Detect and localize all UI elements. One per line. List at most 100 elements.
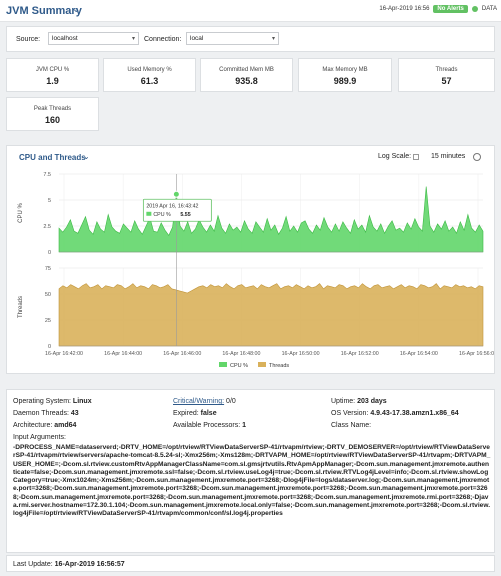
x-tick-label: 16-Apr 16:46:00 <box>163 351 201 357</box>
class-name-row: Class Name: <box>331 422 371 429</box>
kpi-value: 160 <box>44 115 61 125</box>
last-update-value: 16-Apr-2019 16:56:57 <box>54 561 125 568</box>
y-tick-label: 50 <box>45 292 51 298</box>
uptime-label: Uptime: <box>331 398 356 405</box>
kpi-label: Max Memory MB <box>322 67 368 73</box>
y-tick-label: 2.5 <box>43 224 51 230</box>
kpi-committed-memory[interactable]: Committed Mem MB 935.8 <box>200 58 293 92</box>
y-axis-label: CPU % <box>18 203 24 223</box>
kpi-label: JVM CPU % <box>35 67 70 73</box>
y-axis-label: Threads <box>18 296 24 318</box>
uptime-value: 203 days <box>357 398 387 405</box>
connection-label: Connection: <box>144 36 182 43</box>
kpi-label: Committed Mem MB <box>219 67 274 73</box>
tooltip-series: CPU % <box>153 212 171 218</box>
os-version-value: 4.9.43-17.38.amzn1.x86_64 <box>370 410 459 417</box>
critical-warning-link[interactable]: Critical/Warning: <box>173 398 225 405</box>
alert-badge[interactable]: No Alerts <box>433 5 468 13</box>
kpi-used-memory[interactable]: Used Memory % 61.3 <box>103 58 196 92</box>
arch-value: amd64 <box>54 422 77 429</box>
arch-label: Architecture: <box>13 422 53 429</box>
caret-down-icon: ▾ <box>271 36 275 42</box>
connection-select[interactable]: local ▾ <box>186 32 279 45</box>
warning-row: Critical/Warning: 0/0 <box>173 398 236 405</box>
filter-panel: Source: localhost ▾ Connection: local ▾ <box>6 26 495 52</box>
caret-down-icon: ▾ <box>131 36 135 42</box>
class-name-label: Class Name: <box>331 422 372 429</box>
kpi-peak-threads[interactable]: Peak Threads 160 <box>6 97 99 131</box>
page-title: JVM Summary <box>6 5 82 17</box>
last-update-label: Last Update: <box>13 561 53 568</box>
tooltip-time: 2019 Apr 16, 16:43:42 <box>146 203 198 209</box>
uptime-row: Uptime: 203 days <box>331 398 387 405</box>
legend-swatch <box>219 362 227 367</box>
log-scale-label: Log Scale: <box>378 153 412 160</box>
y-tick-label: 0 <box>48 250 51 256</box>
kpi-label: Threads <box>435 67 458 73</box>
last-update-row: Last Update: 16-Apr-2019 16:56:57 <box>13 561 125 568</box>
source-select[interactable]: localhost ▾ <box>48 32 139 45</box>
cpu-area-series <box>58 186 484 253</box>
status-dot-icon <box>471 6 478 12</box>
legend-swatch <box>258 362 266 367</box>
expired-row: Expired: false <box>173 410 217 417</box>
kpi-max-memory[interactable]: Max Memory MB 989.9 <box>298 58 392 92</box>
warning-value: 0/0 <box>226 398 236 405</box>
processors-label: Available Processors: <box>173 422 241 429</box>
x-tick-label: 16-Apr 16:50:00 <box>282 351 320 357</box>
threads-area-series <box>58 283 484 347</box>
daemon-value: 43 <box>70 410 79 417</box>
y-tick-label: 5 <box>48 198 51 204</box>
daemon-row: Daemon Threads: 43 <box>13 410 79 417</box>
chevron-down-icon[interactable]: ⌄ <box>72 4 81 15</box>
cpu-threads-chart[interactable]: 0 2.5 5 7.5 CPU % 0 25 50 75 Threads 16-Apr 16:42:… <box>7 168 494 373</box>
header-status: 16-Apr-2019 16:56 No Alerts DATA <box>379 5 497 13</box>
source-label: Source: <box>16 36 41 43</box>
x-tick-label: 16-Apr 16:44:00 <box>104 351 142 357</box>
data-label: DATA <box>481 6 497 12</box>
expired-value: false <box>200 410 217 417</box>
kpi-value: 61.3 <box>140 76 159 86</box>
os-label: Operating System: <box>13 398 71 405</box>
daemon-label: Daemon Threads: <box>13 410 69 417</box>
y-tick-label: 75 <box>45 266 51 272</box>
x-tick-label: 16-Apr 16:48:00 <box>222 351 260 357</box>
clock-icon[interactable] <box>473 153 481 161</box>
header-bar: JVM Summary ⌄ 16-Apr-2019 16:56 No Alert… <box>0 0 501 22</box>
x-tick-label: 16-Apr 16:56:00 <box>459 351 494 357</box>
y-tick-label: 25 <box>45 318 51 324</box>
tooltip-box <box>142 198 212 222</box>
legend-label: Threads <box>269 363 289 369</box>
processors-value: 1 <box>242 422 247 429</box>
footer-bar: Last Update: 16-Apr-2019 16:56:57 <box>6 555 495 572</box>
source-value: localhost <box>52 35 78 42</box>
header-timestamp: 16-Apr-2019 16:56 <box>379 6 430 12</box>
jvm-info-panel: Operating System: Linux Critical/Warning… <box>6 389 495 553</box>
kpi-label: Peak Threads <box>33 106 72 112</box>
kpi-value: 57 <box>441 76 452 86</box>
kpi-value: 1.9 <box>46 76 59 86</box>
os-version-row: OS Version: 4.9.43-17.38.amzn1.x86_64 <box>331 410 459 417</box>
x-tick-label: 16-Apr 16:42:00 <box>45 351 83 357</box>
kpi-threads[interactable]: Threads 57 <box>398 58 495 92</box>
chevron-down-icon[interactable]: ⌄ <box>83 152 90 161</box>
x-tick-label: 16-Apr 16:54:00 <box>400 351 438 357</box>
y-tick-label: 0 <box>48 344 51 350</box>
tooltip-swatch <box>146 211 152 216</box>
input-args-value: -DPROCESS_NAME=dataserverd;-DRTV_HOME=/o… <box>13 444 491 518</box>
x-tick-label: 16-Apr 16:52:00 <box>341 351 379 357</box>
connection-value: local <box>190 35 204 42</box>
chart-title: CPU and Threads <box>19 153 86 162</box>
os-version-label: OS Version: <box>331 410 369 417</box>
legend-label: CPU % <box>230 363 248 369</box>
tooltip-value: 5.55 <box>180 212 190 218</box>
os-row: Operating System: Linux <box>13 398 92 405</box>
kpi-value: 935.8 <box>235 76 258 86</box>
kpi-jvm-cpu[interactable]: JVM CPU % 1.9 <box>6 58 99 92</box>
hover-point <box>172 190 180 198</box>
kpi-label: Used Memory % <box>127 67 172 73</box>
log-scale-checkbox[interactable] <box>413 154 419 160</box>
chart-tooltip: 2019 Apr 16, 16:43:42 CPU % 5.55 <box>142 198 212 222</box>
os-value: Linux <box>72 398 92 405</box>
kpi-value: 989.9 <box>333 76 357 86</box>
